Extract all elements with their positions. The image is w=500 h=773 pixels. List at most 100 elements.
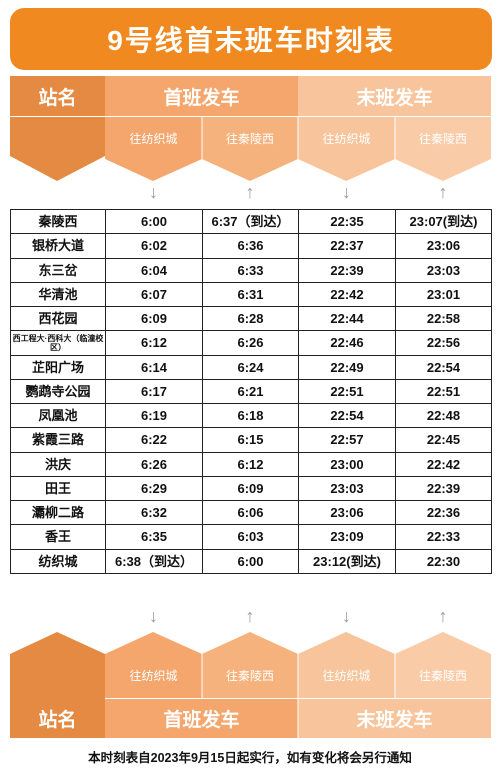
table-row: 华清池 6:07 6:31 22:42 23:01	[10, 281, 492, 308]
table-row: 芷阳广场 6:14 6:24 22:49 22:54	[10, 354, 492, 380]
first-to-qinlingxi: 6:28	[202, 305, 299, 332]
last-to-fangzhicheng: 22:39	[298, 257, 396, 283]
last-to-fangzhicheng: 22:51	[298, 378, 396, 405]
dir-first-to-qinlingxi: 往秦陵西	[225, 131, 274, 146]
station-name: 紫霞三路	[10, 427, 106, 453]
last-to-qinlingxi: 23:03	[395, 257, 492, 283]
last-to-fangzhicheng: 22:42	[298, 281, 396, 308]
dir-first-to-fangzhicheng: 往纺织城	[129, 131, 178, 146]
station-name: 西工程大·西科大（临潼校区）	[10, 330, 106, 356]
station-name: 香王	[10, 524, 106, 550]
dir-last-to-fangzhicheng: 往纺织城	[322, 131, 371, 146]
last-to-qinlingxi: 22:45	[395, 427, 492, 453]
last-to-fangzhicheng: 22:44	[298, 305, 396, 332]
first-to-fangzhicheng: 6:32	[105, 499, 203, 526]
arrow-down-icon: ↓	[342, 605, 351, 626]
first-to-fangzhicheng: 6:17	[105, 378, 203, 405]
first-to-qinlingxi: 6:15	[202, 427, 299, 453]
last-to-qinlingxi: 22:58	[395, 305, 492, 332]
table-row: 银桥大道 6:02 6:36 22:37 23:06	[10, 233, 492, 259]
first-to-qinlingxi: 6:24	[202, 354, 299, 380]
arrow-down-icon: ↓	[149, 605, 158, 626]
last-to-fangzhicheng: 23:09	[298, 524, 396, 550]
station-name: 银桥大道	[10, 233, 106, 259]
arrow-up-icon: ↑	[438, 605, 448, 626]
first-to-qinlingxi: 6:06	[202, 499, 299, 526]
direction-chevrons-top	[105, 117, 491, 181]
first-to-qinlingxi: 6:33	[202, 257, 299, 283]
table-row: 鹦鹉寺公园 6:17 6:21 22:51 22:51	[10, 378, 492, 405]
first-to-fangzhicheng: 6:38（到达）	[105, 548, 203, 574]
last-to-fangzhicheng: 22:37	[298, 233, 396, 259]
first-to-qinlingxi: 6:09	[202, 475, 299, 502]
station-name: 洪庆	[10, 451, 106, 477]
last-to-fangzhicheng: 23:06	[298, 499, 396, 526]
last-to-fangzhicheng: 22:49	[298, 354, 396, 380]
footer-note: 本时刻表自2023年9月15日起实行，如有变化将会另行通知	[88, 750, 412, 765]
arrow-up-icon: ↑	[245, 605, 255, 626]
station-name: 华清池	[10, 281, 106, 308]
station-name: 芷阳广场	[10, 354, 106, 380]
table-row: 秦陵西 6:00 6:37（到达） 22:35 23:07(到达)	[10, 208, 492, 235]
table-row: 灞柳二路 6:32 6:06 23:06 22:36	[10, 499, 492, 526]
table-row: 纺织城 6:38（到达） 6:00 23:12(到达) 22:30	[10, 548, 492, 574]
timetable: 秦陵西 6:00 6:37（到达） 22:35 23:07(到达) 银桥大道 6:02 6:…	[10, 208, 492, 574]
last-to-qinlingxi: 23:07(到达)	[395, 208, 492, 235]
first-to-fangzhicheng: 6:19	[105, 402, 203, 429]
table-row: 西工程大·西科大（临潼校区） 6:12 6:26 22:46 22:56	[10, 330, 492, 356]
station-name: 鹦鹉寺公园	[10, 378, 106, 405]
first-to-fangzhicheng: 6:09	[105, 305, 203, 332]
station-name: 西花园	[10, 305, 106, 332]
last-to-qinlingxi: 23:06	[395, 233, 492, 259]
arrow-up-icon: ↑	[245, 181, 255, 202]
last-to-qinlingxi: 22:39	[395, 475, 492, 502]
station-name: 秦陵西	[10, 208, 106, 235]
first-to-fangzhicheng: 6:35	[105, 524, 203, 550]
station-name: 田王	[10, 475, 106, 502]
table-row: 洪庆 6:26 6:12 23:00 22:42	[10, 451, 492, 477]
first-to-fangzhicheng: 6:07	[105, 281, 203, 308]
last-to-qinlingxi: 23:01	[395, 281, 492, 308]
station-name: 凤凰池	[10, 402, 106, 429]
station-header-divider	[10, 116, 105, 117]
station-name: 纺织城	[10, 548, 106, 574]
station-header-chevron-top	[10, 76, 105, 181]
station-name: 灞柳二路	[10, 499, 106, 526]
last-to-qinlingxi: 22:42	[395, 451, 492, 477]
first-to-qinlingxi: 6:12	[202, 451, 299, 477]
first-to-fangzhicheng: 6:00	[105, 208, 203, 235]
last-to-fangzhicheng: 23:03	[298, 475, 396, 502]
last-to-qinlingxi: 22:33	[395, 524, 492, 550]
last-to-qinlingxi: 22:30	[395, 548, 492, 574]
first-to-fangzhicheng: 6:12	[105, 330, 203, 356]
last-to-qinlingxi: 22:56	[395, 330, 492, 356]
arrow-down-icon: ↓	[149, 181, 158, 202]
first-to-qinlingxi: 6:31	[202, 281, 299, 308]
last-to-fangzhicheng: 22:57	[298, 427, 396, 453]
first-to-fangzhicheng: 6:22	[105, 427, 203, 453]
first-to-fangzhicheng: 6:26	[105, 451, 203, 477]
dir-last-to-qinlingxi: 往秦陵西	[418, 131, 467, 146]
last-to-qinlingxi: 22:48	[395, 402, 492, 429]
table-row: 东三岔 6:04 6:33 22:39 23:03	[10, 257, 492, 283]
first-to-qinlingxi: 6:37（到达）	[202, 208, 299, 235]
last-to-fangzhicheng: 23:00	[298, 451, 396, 477]
first-to-fangzhicheng: 6:02	[105, 233, 203, 259]
last-to-fangzhicheng: 23:12(到达)	[298, 548, 396, 574]
first-to-fangzhicheng: 6:04	[105, 257, 203, 283]
station-header-label: 站名	[38, 87, 77, 109]
station-header-label-bottom: 站名	[38, 710, 77, 731]
dir-last-to-fangzhicheng-bottom: 往纺织城	[322, 668, 371, 683]
table-row: 田王 6:29 6:09 23:03 22:39	[10, 475, 492, 502]
table-row: 紫霞三路 6:22 6:15 22:57 22:45	[10, 427, 492, 453]
first-to-qinlingxi: 6:26	[202, 330, 299, 356]
dir-first-to-qinlingxi-bottom: 往秦陵西	[225, 668, 274, 683]
direction-chevrons-bottom	[10, 632, 491, 738]
last-to-qinlingxi: 22:51	[395, 378, 492, 405]
arrow-up-icon: ↑	[438, 181, 448, 202]
last-to-qinlingxi: 22:54	[395, 354, 492, 380]
first-to-fangzhicheng: 6:14	[105, 354, 203, 380]
timetable-title: 9号线首末班车时刻表	[10, 8, 492, 70]
table-row: 凤凰池 6:19 6:18 22:54 22:48	[10, 402, 492, 429]
table-row: 香王 6:35 6:03 23:09 22:33	[10, 524, 492, 550]
